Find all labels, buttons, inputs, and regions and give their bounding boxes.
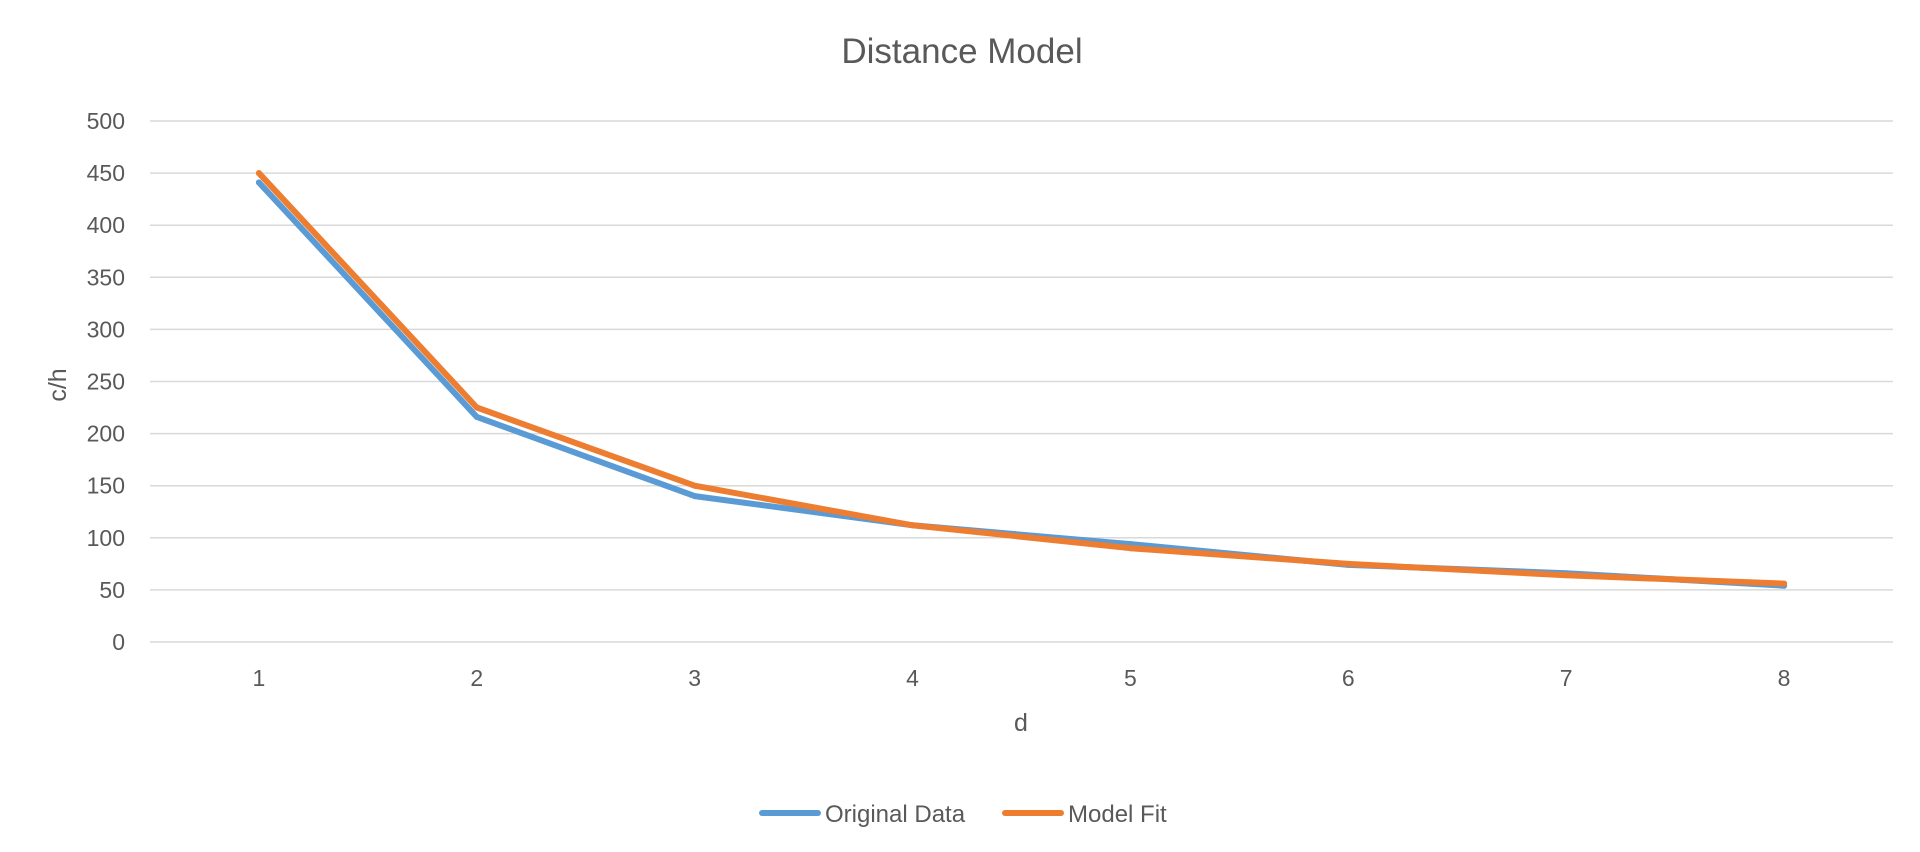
- y-tick-label: 350: [87, 264, 125, 290]
- x-tick-label: 3: [688, 665, 701, 691]
- gridlines: [150, 120, 1893, 643]
- series-line-1: [255, 179, 1788, 589]
- series-lines: [255, 170, 1788, 589]
- series-line-2: [255, 170, 1788, 587]
- data-point: [1781, 580, 1788, 587]
- data-point: [1127, 545, 1134, 552]
- y-tick-label: 450: [87, 160, 125, 186]
- chart-title: Distance Model: [841, 32, 1082, 71]
- data-point: [691, 493, 698, 500]
- x-tick-label: 1: [253, 665, 266, 691]
- y-tick-label: 50: [99, 577, 125, 603]
- data-point: [1563, 572, 1570, 579]
- y-tick-label: 200: [87, 421, 125, 447]
- y-axis-ticks: 0 50 100 150 200 250 300 350 400 450 500: [87, 108, 125, 655]
- legend-label: Model Fit: [1068, 801, 1167, 828]
- x-axis-ticks: 1 2 3 4 5 6 7 8: [253, 665, 1791, 691]
- data-point: [691, 482, 698, 489]
- y-tick-label: 400: [87, 212, 125, 238]
- data-point: [255, 170, 262, 177]
- data-point: [473, 404, 480, 411]
- data-point: [473, 413, 480, 420]
- y-tick-label: 150: [87, 473, 125, 499]
- data-point: [1345, 560, 1352, 567]
- legend: Original Data Model Fit: [759, 801, 1167, 828]
- y-tick-label: 0: [112, 629, 125, 655]
- x-tick-label: 5: [1124, 665, 1137, 691]
- x-tick-label: 8: [1778, 665, 1791, 691]
- y-tick-label: 500: [87, 108, 125, 134]
- data-point: [909, 522, 916, 529]
- y-axis-label: c/h: [44, 368, 72, 401]
- y-tick-label: 100: [87, 525, 125, 551]
- x-axis-label: d: [1014, 709, 1028, 737]
- y-tick-label: 300: [87, 316, 125, 342]
- x-tick-label: 2: [470, 665, 483, 691]
- y-tick-label: 250: [87, 369, 125, 395]
- x-tick-label: 4: [906, 665, 919, 691]
- x-tick-label: 6: [1342, 665, 1355, 691]
- data-point: [255, 179, 262, 186]
- legend-label: Original Data: [825, 801, 966, 828]
- x-tick-label: 7: [1560, 665, 1573, 691]
